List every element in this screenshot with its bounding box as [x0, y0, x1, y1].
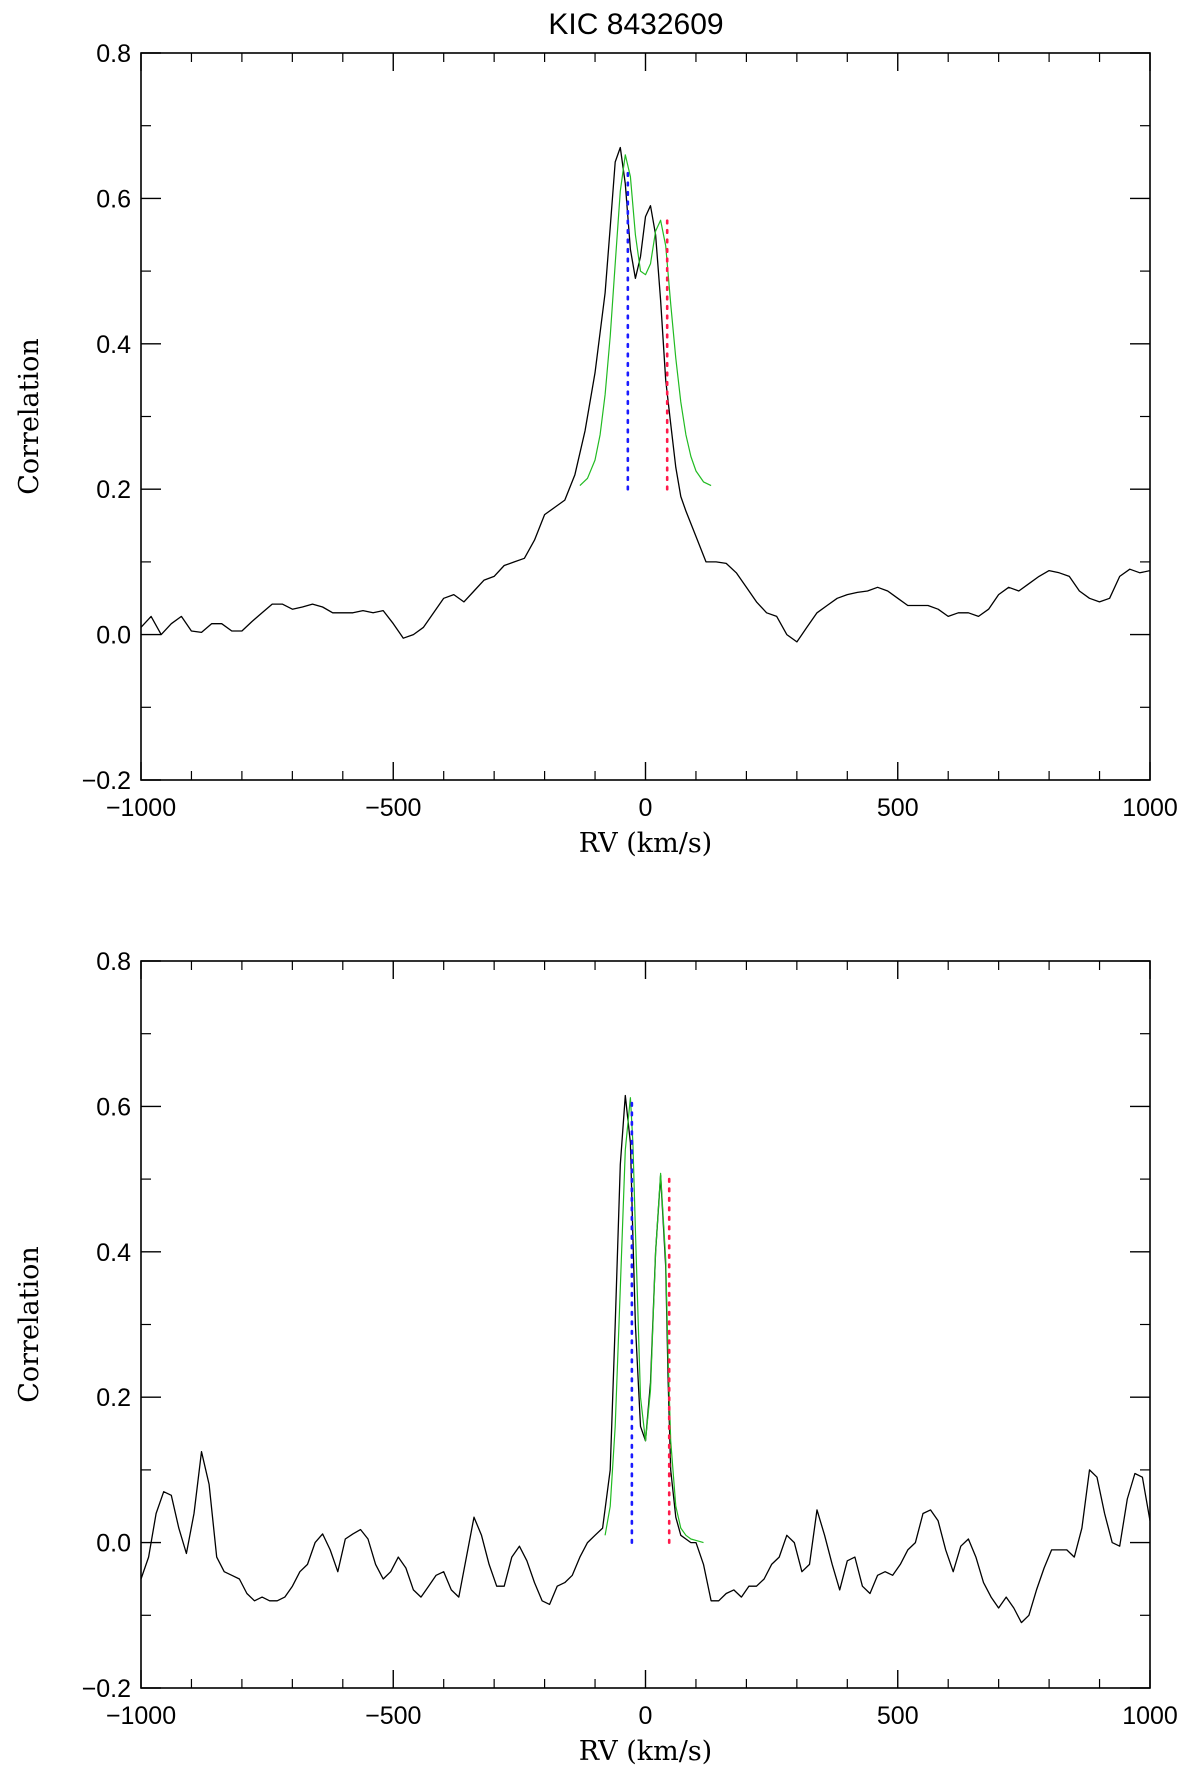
y-tick-label: −0.2: [82, 767, 131, 795]
y-tick-label: 0.2: [96, 1384, 131, 1412]
x-tick-label: −500: [365, 1702, 421, 1730]
y-tick-label: 0.4: [96, 1239, 131, 1267]
x-tick-label: 0: [639, 794, 653, 822]
fit-line: [579, 154, 712, 487]
y-tick-label: 0.8: [96, 948, 131, 976]
y-tick-label: 0.0: [96, 622, 131, 650]
y-tick-label: −0.2: [82, 1675, 131, 1703]
x-tick-label: 0: [639, 1702, 653, 1730]
fit-line: [604, 1097, 704, 1544]
correlation-line: [141, 146, 1150, 643]
y-tick-label: 0.6: [96, 1093, 131, 1121]
x-axis-label: RV (km/s): [579, 1736, 712, 1767]
x-tick-label: −1000: [106, 1702, 176, 1730]
y-tick-label: 0.6: [96, 185, 131, 213]
top-panel: −1000 −500 0 500 1000 −0.2 0.0 0.2 0.4 0.6 0.8 RV (…: [14, 40, 1178, 859]
y-axis-label: Correlation: [14, 338, 45, 495]
y-axis-label: Correlation: [14, 1246, 45, 1403]
bottom-panel: −1000 −500 0 500 1000 −0.2 0.0 0.2 0.4 0.6 0.8 RV (…: [14, 948, 1178, 1767]
plot-frame: [140, 52, 1151, 781]
plot-frame: [140, 960, 1151, 1689]
y-tick-label: 0.8: [96, 40, 131, 68]
y-tick-label: 0.0: [96, 1530, 131, 1558]
x-tick-label: 1000: [1122, 794, 1178, 822]
x-tick-label: 500: [877, 794, 919, 822]
x-axis-label: RV (km/s): [579, 828, 712, 859]
y-tick-label: 0.2: [96, 476, 131, 504]
x-tick-label: 500: [877, 1702, 919, 1730]
y-tick-label: 0.4: [96, 331, 131, 359]
correlation-line: [141, 1094, 1150, 1624]
figure-title: KIC 8432609: [548, 8, 723, 41]
x-tick-label: −500: [365, 794, 421, 822]
x-tick-label: 1000: [1122, 1702, 1178, 1730]
x-tick-label: −1000: [106, 794, 176, 822]
